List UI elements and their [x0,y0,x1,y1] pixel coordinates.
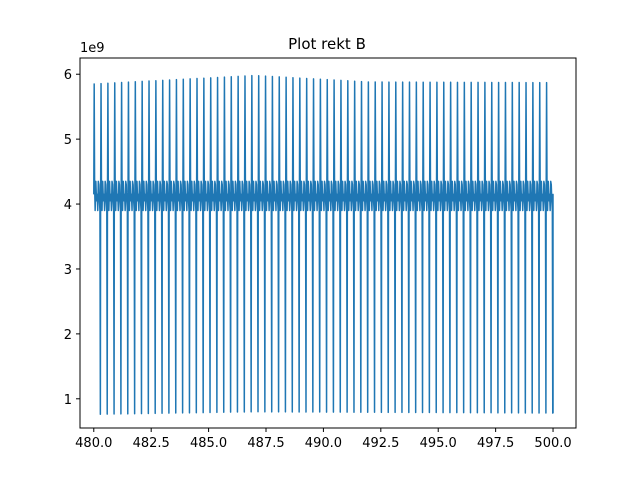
x-tick-label: 492.5 [362,436,399,451]
x-tick-label: 487.5 [247,436,284,451]
x-tick-label: 480.0 [75,436,112,451]
y-tick-label: 3 [64,263,72,278]
x-tick-label: 485.0 [190,436,227,451]
x-tick-label: 482.5 [133,436,170,451]
x-tick-label: 497.5 [477,436,514,451]
y-tick-label: 5 [64,133,72,148]
chart-title: Plot rekt B [288,35,366,53]
y-tick-label: 2 [64,328,72,343]
y-tick-label: 1 [64,393,72,408]
y-offset-label: 1e9 [80,41,105,56]
y-tick-label: 4 [64,198,72,213]
plot-frame [79,57,577,429]
x-tick-label: 490.0 [305,436,342,451]
x-axis-ticks: 480.0 482.5 485.0 487.5 490.0 492.5 495.0 497.5… [75,428,572,451]
x-tick-label: 495.0 [420,436,457,451]
x-tick-label: 500.0 [534,436,571,451]
series-line [93,74,554,416]
y-axis-ticks: 1 2 3 4 5 6 [64,68,80,408]
y-tick-label: 6 [64,68,72,83]
